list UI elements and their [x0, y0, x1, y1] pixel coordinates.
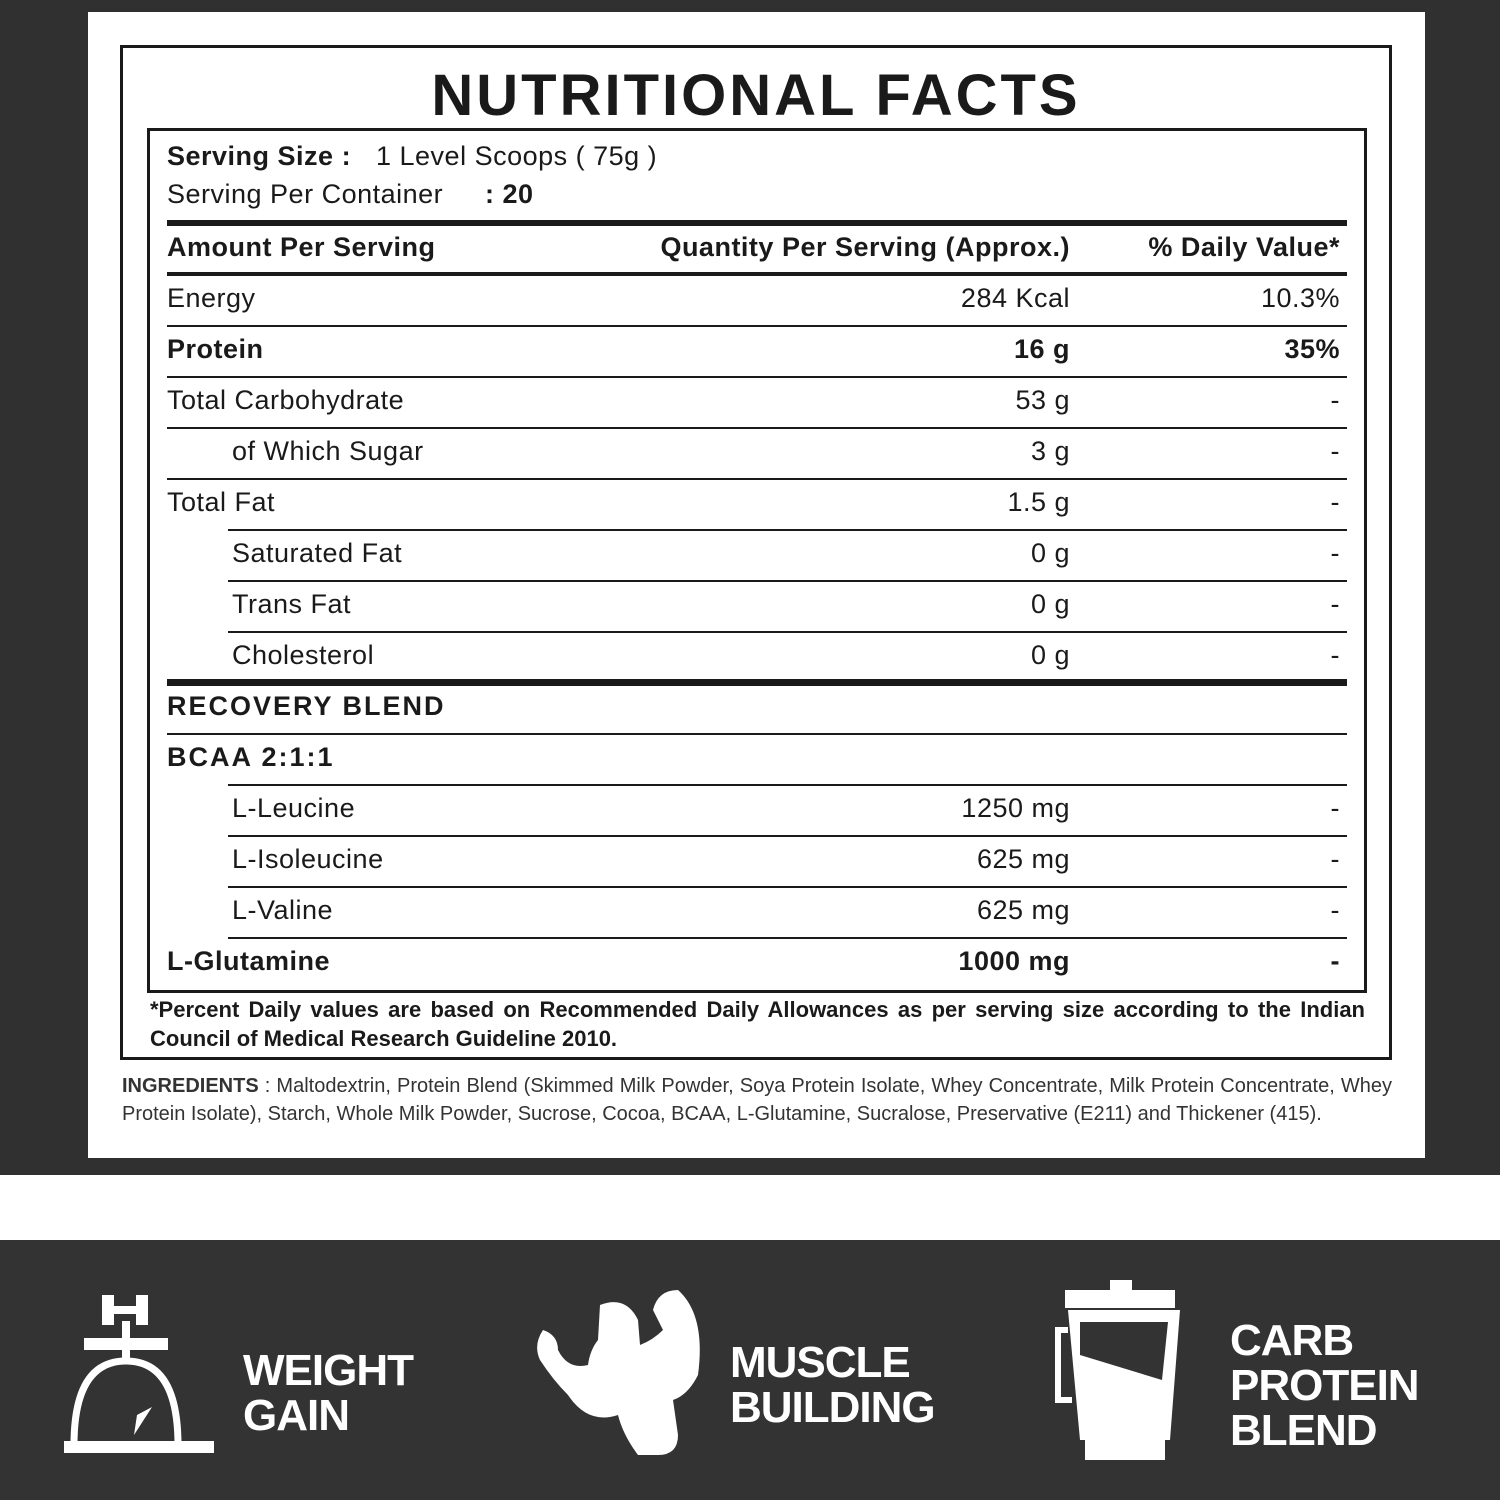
nutrient-daily-value: 10.3%: [1260, 283, 1340, 313]
nutrition-table-box: [147, 128, 1367, 993]
row-divider: [167, 427, 1347, 429]
nutrient-daily-value: -: [1330, 793, 1340, 823]
feature-text: BUILDING: [730, 1383, 936, 1432]
feature-text: GAIN: [243, 1391, 350, 1440]
nutrient-name: Cholesterol: [232, 640, 375, 670]
nutrient-name: Trans Fat: [232, 589, 352, 619]
row-divider: [228, 631, 1347, 633]
nutrient-name: RECOVERY BLEND: [167, 691, 446, 721]
nutrient-quantity: 0 g: [1030, 589, 1070, 619]
nutrient-quantity: 16 g: [1013, 334, 1070, 364]
row-divider: [228, 529, 1347, 531]
row-divider: [228, 937, 1347, 939]
serving-size-value: 1 Level Scoops ( 75g ): [376, 141, 658, 171]
bodybuilder-icon: [537, 1290, 700, 1455]
feature-text: CARB: [1230, 1316, 1354, 1365]
row-divider: [167, 325, 1347, 327]
nutrient-quantity: 625 mg: [976, 844, 1070, 874]
nutrient-quantity: 1250 mg: [961, 793, 1070, 823]
blender-icon: [1055, 1280, 1180, 1460]
nutrient-name: Energy: [167, 283, 256, 313]
nutrient-daily-value: -: [1330, 640, 1340, 670]
header-quantity: Quantity Per Serving (Approx.): [660, 232, 1070, 262]
panel-title: NUTRITIONAL FACTS: [431, 63, 1081, 128]
feature-text: PROTEIN: [1230, 1361, 1420, 1410]
nutrient-name: Total Fat: [167, 487, 276, 517]
nutrient-daily-value: -: [1330, 589, 1340, 619]
nutrition-panel: NUTRITIONAL FACTS: [120, 45, 1392, 1060]
nutrient-quantity: 0 g: [1030, 640, 1070, 670]
nutrient-quantity: 1.5 g: [1007, 487, 1070, 517]
header-amount: Amount Per Serving: [167, 232, 436, 262]
nutrient-quantity: 3 g: [1030, 436, 1070, 466]
weighing-scale-dumbbell-icon: [64, 1295, 214, 1453]
servings-label: Serving Per Container: [167, 179, 444, 209]
nutrient-quantity: 284 Kcal: [960, 283, 1070, 313]
nutrient-daily-value: 35%: [1284, 334, 1340, 364]
nutrient-daily-value: -: [1330, 487, 1340, 517]
feature-text: MUSCLE: [730, 1338, 911, 1387]
row-divider: [167, 679, 1347, 686]
features-banner: WEIGHT GAIN MUSCLE BUILDING CARB PROTEIN BLE…: [0, 1240, 1500, 1500]
feature-text: BLEND: [1230, 1406, 1378, 1455]
nutrient-daily-value: -: [1330, 895, 1340, 925]
nutrient-name: BCAA 2:1:1: [167, 742, 335, 772]
servings-value: : 20: [485, 179, 534, 209]
feature-weight-gain: WEIGHT GAIN: [243, 1346, 414, 1440]
row-divider: [228, 580, 1347, 582]
divider: [167, 272, 1347, 276]
row-divider: [167, 376, 1347, 378]
header-daily-value: % Daily Value*: [1148, 232, 1340, 262]
nutrient-daily-value: -: [1330, 844, 1340, 874]
nutrient-daily-value: -: [1330, 538, 1340, 568]
row-divider: [228, 835, 1347, 837]
nutrient-name: L-Valine: [232, 895, 334, 925]
serving-size-label: Serving Size :: [167, 141, 352, 171]
nutrient-daily-value: -: [1330, 946, 1340, 976]
nutrient-name: L-Isoleucine: [232, 844, 384, 874]
feature-text: WEIGHT: [243, 1346, 414, 1395]
nutrient-quantity: 1000 mg: [958, 946, 1070, 976]
nutrient-name: Saturated Fat: [232, 538, 403, 568]
nutrient-quantity: 625 mg: [976, 895, 1070, 925]
nutrient-daily-value: -: [1330, 436, 1340, 466]
nutrient-name: Protein: [167, 334, 264, 364]
nutrient-name: L-Glutamine: [167, 946, 331, 976]
nutrient-name: of Which Sugar: [232, 436, 424, 466]
label-card: [88, 12, 1425, 1158]
row-divider: [167, 733, 1347, 735]
ingredients-text: : Maltodextrin, Protein Blend (Skimmed M…: [122, 1075, 1392, 1125]
nutrient-name: L-Leucine: [232, 793, 356, 823]
nutrient-daily-value: -: [1330, 385, 1340, 415]
row-divider: [167, 478, 1347, 480]
feature-muscle-building: MUSCLE BUILDING: [730, 1338, 936, 1432]
ingredients: INGREDIENTS : Maltodextrin, Protein Blen…: [122, 1072, 1392, 1128]
divider-thick: [167, 220, 1347, 226]
footnote: *Percent Daily values are based on Recom…: [150, 997, 1365, 1051]
feature-carb-protein-blend: CARB PROTEIN BLEND: [1230, 1316, 1420, 1455]
row-divider: [228, 784, 1347, 786]
nutrient-quantity: 0 g: [1030, 538, 1070, 568]
row-divider: [228, 886, 1347, 888]
ingredients-label: INGREDIENTS: [122, 1075, 259, 1097]
nutrient-quantity: 53 g: [1015, 385, 1070, 415]
nutrient-name: Total Carbohydrate: [167, 385, 405, 415]
